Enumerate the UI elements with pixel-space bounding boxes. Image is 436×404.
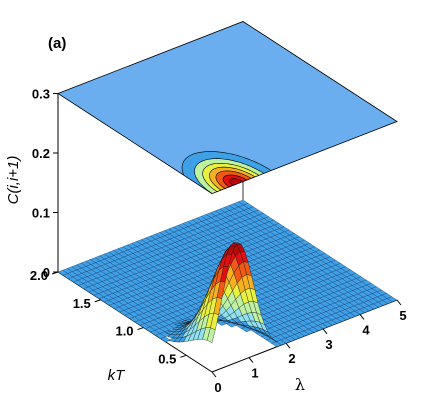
contour-level-6 <box>229 178 244 186</box>
lambda-tick-label: 0 <box>214 380 221 395</box>
surface-mesh <box>165 242 278 343</box>
lambda-tick <box>211 371 217 378</box>
z-tick-label: 0.1 <box>32 206 50 221</box>
lambda-tick-label: 3 <box>325 337 332 352</box>
floor-cell <box>386 296 398 302</box>
axis-labels: 0123450.51.01.52.000.10.20.3C(i,i+1)λkT(… <box>5 35 407 395</box>
surface-cell <box>269 337 278 343</box>
kt-tick-label: 1.5 <box>73 296 91 311</box>
top-plane <box>57 21 398 194</box>
lambda-tick-label: 2 <box>288 351 295 366</box>
z-tick-label: 0.2 <box>32 146 50 161</box>
kt-tick <box>180 354 187 358</box>
kt-axis-title: kT <box>108 367 127 384</box>
kt-tick-label: 2.0 <box>30 268 48 283</box>
kt-tick <box>94 299 101 303</box>
lambda-tick-label: 5 <box>399 308 406 323</box>
lambda-tick <box>248 357 254 363</box>
kt-tick-label: 0.5 <box>158 351 176 366</box>
floor-cell <box>160 336 171 343</box>
lambda-tick <box>359 314 365 320</box>
z-axis-title: C(i,i+1) <box>5 156 22 205</box>
contour-projection-plane <box>57 21 398 194</box>
z-tick-label: 0 <box>43 265 50 280</box>
lambda-tick <box>396 299 402 306</box>
lambda-tick-label: 4 <box>362 322 370 337</box>
lambda-axis-title: λ <box>295 375 305 394</box>
kt-tick <box>137 327 144 331</box>
panel-label: (a) <box>48 35 66 52</box>
lambda-tick <box>285 342 291 349</box>
lambda-tick <box>322 328 328 335</box>
z-tick-label: 0.3 <box>32 87 50 102</box>
lambda-tick-label: 1 <box>251 366 258 381</box>
kt-tick-label: 1.0 <box>115 324 133 339</box>
